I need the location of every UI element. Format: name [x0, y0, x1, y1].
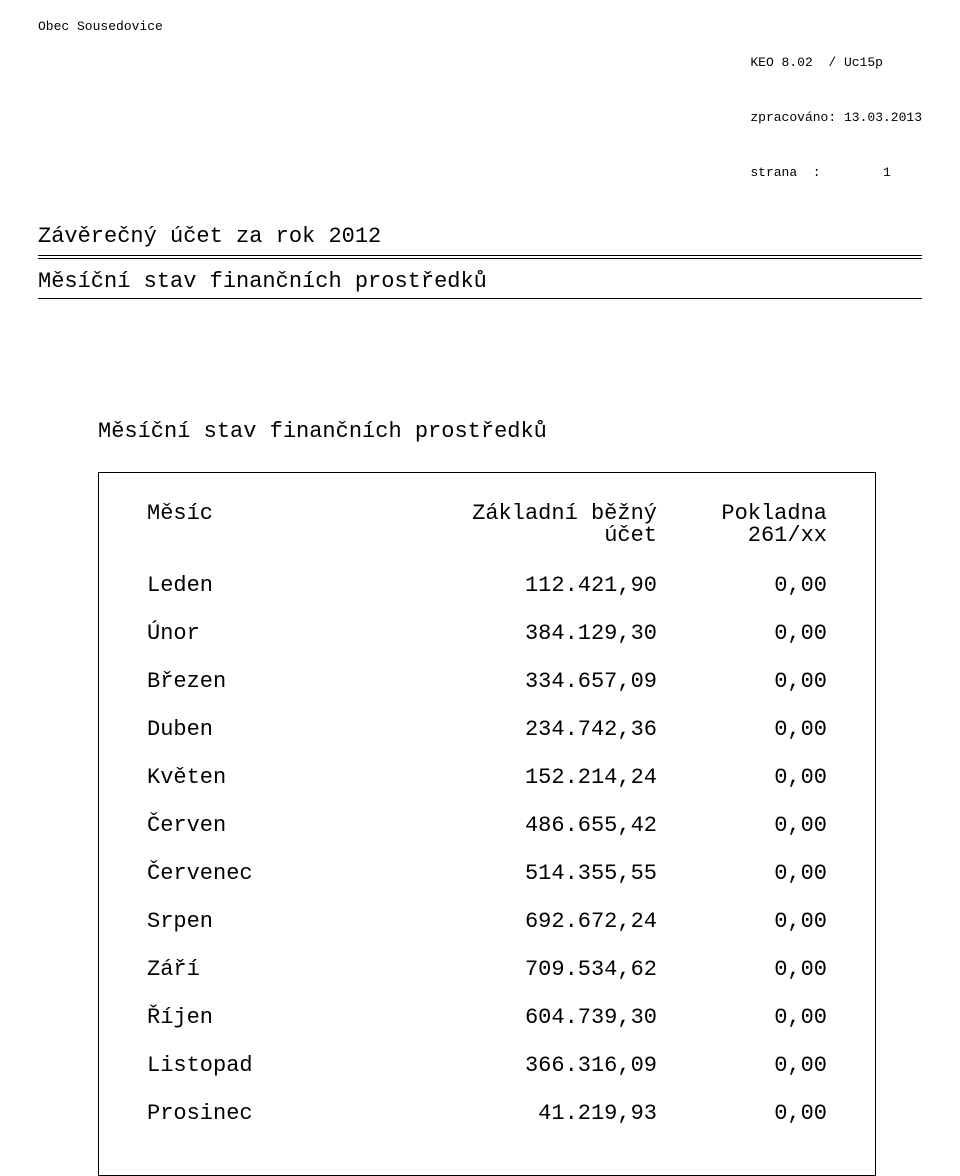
cell-month: Březen: [147, 671, 377, 693]
data-box: Měsíc Základní běžný Pokladna účet 261/x…: [98, 472, 876, 1176]
table-row: Červen 486.655,42 0,00: [147, 815, 827, 837]
table-header-row-2: účet 261/xx: [147, 525, 827, 547]
cell-month: Únor: [147, 623, 377, 645]
hdr-month: Měsíc: [147, 503, 377, 525]
hdr-acc-1: Základní běžný: [377, 503, 657, 525]
cell-pok: 0,00: [657, 623, 827, 645]
hdr-blank: [147, 525, 377, 547]
cell-month: Duben: [147, 719, 377, 741]
page-title: Závěrečný účet za rok 2012: [38, 224, 922, 249]
table-row: Červenec 514.355,55 0,00: [147, 863, 827, 885]
cell-value: 334.657,09: [377, 671, 657, 693]
cell-pok: 0,00: [657, 1055, 827, 1077]
meta-page: strana : 1: [750, 164, 922, 182]
cell-month: Srpen: [147, 911, 377, 933]
cell-value: 366.316,09: [377, 1055, 657, 1077]
table-row: Září 709.534,62 0,00: [147, 959, 827, 981]
cell-pok: 0,00: [657, 1103, 827, 1125]
table-row: Únor 384.129,30 0,00: [147, 623, 827, 645]
cell-month: Květen: [147, 767, 377, 789]
table-row: Prosinec 41.219,93 0,00: [147, 1103, 827, 1125]
header-top: Obec Sousedovice KEO 8.02 / Uc15p zpraco…: [38, 18, 922, 218]
meta-date: zpracováno: 13.03.2013: [750, 109, 922, 127]
cell-value: 112.421,90: [377, 575, 657, 597]
cell-value: 384.129,30: [377, 623, 657, 645]
cell-pok: 0,00: [657, 959, 827, 981]
hdr-acc-2: účet: [377, 525, 657, 547]
table-row: Listopad 366.316,09 0,00: [147, 1055, 827, 1077]
double-rule: [38, 255, 922, 259]
cell-month: Červen: [147, 815, 377, 837]
cell-pok: 0,00: [657, 767, 827, 789]
cell-value: 604.739,30: [377, 1007, 657, 1029]
cell-month: Leden: [147, 575, 377, 597]
cell-pok: 0,00: [657, 719, 827, 741]
meta-app: KEO 8.02 / Uc15p: [750, 54, 922, 72]
cell-value: 709.534,62: [377, 959, 657, 981]
section-heading: Měsíční stav finančních prostředků: [38, 269, 922, 294]
org-name: Obec Sousedovice: [38, 18, 163, 218]
cell-month: Červenec: [147, 863, 377, 885]
hdr-pok-2: 261/xx: [657, 525, 827, 547]
cell-month: Září: [147, 959, 377, 981]
hdr-pok-1: Pokladna: [657, 503, 827, 525]
cell-value: 692.672,24: [377, 911, 657, 933]
cell-pok: 0,00: [657, 671, 827, 693]
table-header-row-1: Měsíc Základní běžný Pokladna: [147, 503, 827, 525]
cell-pok: 0,00: [657, 1007, 827, 1029]
cell-month: Listopad: [147, 1055, 377, 1077]
cell-pok: 0,00: [657, 575, 827, 597]
section-subheading: Měsíční stav finančních prostředků: [98, 419, 922, 444]
table-row: Říjen 604.739,30 0,00: [147, 1007, 827, 1029]
cell-value: 514.355,55: [377, 863, 657, 885]
cell-pok: 0,00: [657, 863, 827, 885]
table-row: Březen 334.657,09 0,00: [147, 671, 827, 693]
cell-value: 486.655,42: [377, 815, 657, 837]
cell-month: Říjen: [147, 1007, 377, 1029]
cell-month: Prosinec: [147, 1103, 377, 1125]
table-row: Srpen 692.672,24 0,00: [147, 911, 827, 933]
table-row: Duben 234.742,36 0,00: [147, 719, 827, 741]
cell-value: 234.742,36: [377, 719, 657, 741]
cell-pok: 0,00: [657, 911, 827, 933]
cell-pok: 0,00: [657, 815, 827, 837]
thin-rule: [38, 298, 922, 299]
cell-value: 152.214,24: [377, 767, 657, 789]
table-row: Květen 152.214,24 0,00: [147, 767, 827, 789]
header-meta: KEO 8.02 / Uc15p zpracováno: 13.03.2013 …: [750, 18, 922, 218]
table-row: Leden 112.421,90 0,00: [147, 575, 827, 597]
cell-value: 41.219,93: [377, 1103, 657, 1125]
